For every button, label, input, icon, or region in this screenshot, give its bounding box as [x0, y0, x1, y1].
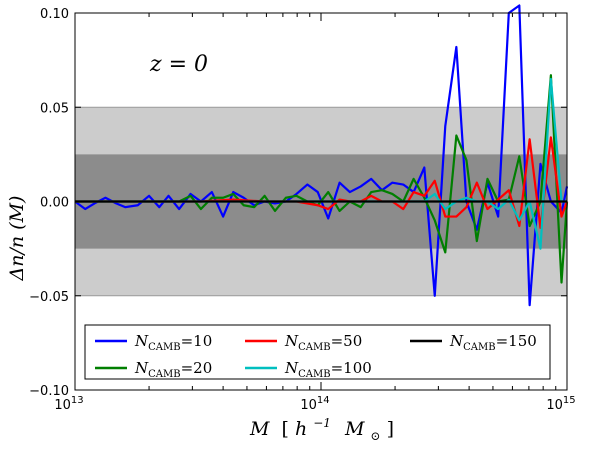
- legend: NCAMB=10 NCAMB=20 NCAMB=50 NCAMB=100 NCAMB=1…: [84, 324, 551, 380]
- series-layer: [74, 4, 569, 307]
- ticks-layer: −0.10 −0.05 0.00 0.05 0.10 1013 1014 1015: [29, 7, 575, 413]
- x-axis-label-main: M: [249, 418, 270, 440]
- x-axis-label: M [ h −1 M ⊙ ]: [249, 410, 394, 445]
- x-axis-label-h: h: [295, 418, 307, 440]
- legend-label-1: NCAMB=20: [134, 359, 212, 380]
- x-axis-label-open: [: [281, 418, 288, 440]
- annotation-redshift: z = 0: [149, 52, 208, 77]
- x-axis-label-h-exp: −1: [313, 416, 331, 430]
- x-tick-label-2: 1015: [546, 395, 575, 413]
- legend-label-4: NCAMB=150: [449, 332, 537, 353]
- y-tick-label-1: −0.05: [29, 290, 69, 305]
- series-line-0: [74, 4, 569, 307]
- x-tick-label-1: 1014: [300, 395, 329, 413]
- y-tick-label-4: 0.10: [40, 7, 69, 22]
- legend-box: [84, 324, 551, 380]
- y-tick-label-2: 0.00: [40, 196, 69, 211]
- x-axis-label-msun: M: [344, 418, 365, 440]
- y-tick-label-3: 0.05: [40, 101, 69, 116]
- legend-label-0: NCAMB=10: [134, 332, 212, 353]
- y-tick-label-0: −0.10: [29, 384, 69, 399]
- legend-label-2: NCAMB=50: [284, 332, 362, 353]
- legend-label-3: NCAMB=100: [284, 359, 372, 380]
- x-tick-label-0: 1013: [54, 395, 83, 413]
- x-axis-label-close: ]: [387, 418, 394, 440]
- plot-frame: [74, 12, 568, 391]
- x-axis-label-sun: ⊙: [371, 429, 381, 443]
- y-axis-label: Δn/n (M): [6, 196, 28, 282]
